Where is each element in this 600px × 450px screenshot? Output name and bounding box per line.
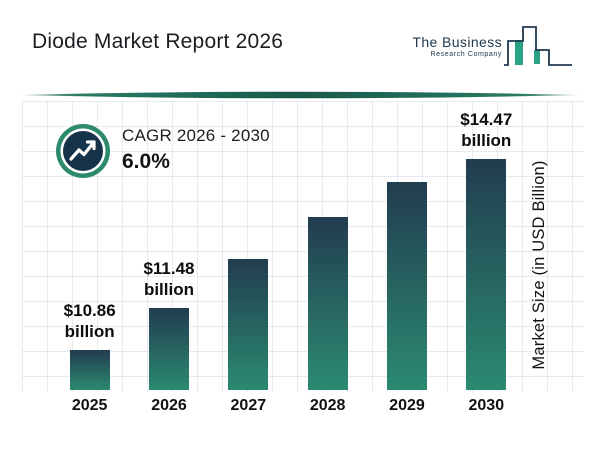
x-axis-label-2028: 2028 bbox=[309, 397, 346, 414]
bar-value-label-2026: $11.48 billion bbox=[143, 258, 195, 300]
bar-2025 bbox=[69, 350, 110, 390]
cagr-period-label: CAGR 2026 - 2030 bbox=[122, 126, 270, 145]
bar-value-label-2030: $14.47 billion bbox=[460, 109, 513, 151]
x-axis-label-2026: 2026 bbox=[151, 397, 187, 414]
bar-group-2029 bbox=[367, 102, 446, 390]
company-subtitle: Research Company bbox=[430, 51, 502, 58]
bar-group-2027 bbox=[209, 102, 288, 390]
bar-2030 bbox=[466, 159, 507, 390]
bar-value-label-2025: $10.86 billion bbox=[63, 300, 116, 342]
bar-2027 bbox=[228, 259, 269, 390]
bar-group-2030: $14.47 billion bbox=[447, 102, 526, 390]
cagr-percentage: 6.0% bbox=[122, 150, 170, 173]
company-name: The Business bbox=[412, 34, 502, 50]
bar-chart-logo-icon bbox=[504, 26, 572, 66]
bar-2028 bbox=[307, 217, 348, 390]
company-logo-text: The Business Research Company bbox=[412, 34, 502, 68]
bar-group-2028 bbox=[288, 102, 367, 390]
cagr-text-block: CAGR 2026 - 2030 6.0% bbox=[122, 126, 270, 176]
bar-chart: $10.86 billion $11.48 billion $14.47 billion bbox=[50, 102, 526, 390]
bar-group-2025: $10.86 billion bbox=[50, 102, 129, 390]
x-axis-label-2025: 2025 bbox=[71, 397, 108, 414]
x-axis-label-2029: 2029 bbox=[389, 397, 425, 414]
company-logo: The Business Research Company bbox=[412, 12, 574, 68]
cagr-callout: CAGR 2026 - 2030 6.0% bbox=[54, 122, 270, 180]
bar-2026 bbox=[148, 308, 189, 390]
bar-group-2026: $11.48 billion bbox=[129, 102, 208, 390]
trending-up-badge-icon bbox=[56, 124, 110, 178]
x-axis-labels: 2025 2026 2027 2028 2029 2030 bbox=[50, 397, 526, 415]
header-divider bbox=[20, 91, 580, 99]
y-axis-title: Market Size (in USD Billion) bbox=[530, 160, 548, 370]
x-axis-label-2030: 2030 bbox=[468, 397, 505, 414]
page-title: Diode Market Report 2026 bbox=[32, 30, 284, 53]
x-axis-label-2027: 2027 bbox=[230, 397, 267, 414]
bar-2029 bbox=[386, 182, 427, 390]
